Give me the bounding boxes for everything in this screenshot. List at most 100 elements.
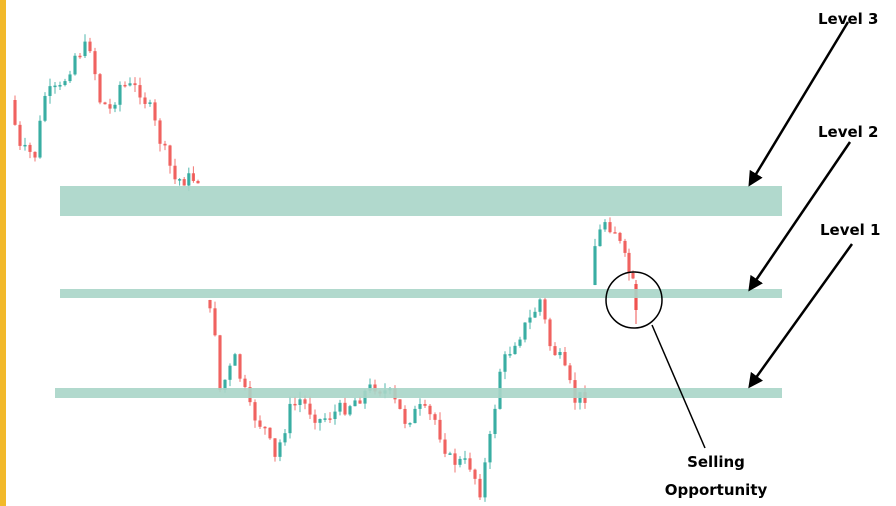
- candle: [627, 252, 631, 274]
- candle: [443, 439, 447, 454]
- candle: [448, 453, 452, 455]
- candle: [398, 399, 402, 409]
- candle: [558, 352, 562, 356]
- pointer-line: [651, 324, 706, 449]
- candle: [18, 124, 22, 146]
- level3-band: [60, 186, 782, 216]
- candles: [13, 34, 638, 502]
- candle: [138, 85, 142, 98]
- candle: [323, 418, 327, 420]
- candle: [228, 365, 232, 380]
- candle: [333, 411, 337, 420]
- level1-band: [55, 388, 782, 398]
- candle: [313, 414, 317, 423]
- candle: [403, 408, 407, 424]
- candle: [118, 84, 122, 105]
- level3-label: Level 3: [818, 10, 878, 28]
- candle: [191, 173, 195, 181]
- candle: [368, 384, 372, 391]
- candle: [128, 83, 132, 86]
- candle: [93, 51, 97, 75]
- level1-label: Level 1: [820, 221, 880, 239]
- candle: [493, 408, 497, 434]
- candle: [308, 403, 312, 415]
- candle: [468, 458, 472, 470]
- candle: [68, 74, 72, 82]
- arrow-level1: [748, 243, 854, 389]
- candle: [28, 144, 32, 152]
- candle: [553, 346, 557, 356]
- candle: [293, 403, 297, 406]
- level2-label: Level 2: [818, 123, 878, 141]
- candle: [413, 408, 417, 424]
- candle: [123, 84, 127, 87]
- candle: [488, 433, 492, 463]
- candle: [238, 354, 242, 379]
- highlight-circle: [605, 271, 663, 329]
- candle: [563, 352, 567, 366]
- candle: [103, 102, 107, 105]
- candle: [458, 458, 462, 465]
- candle: [373, 384, 377, 392]
- candle: [343, 402, 347, 415]
- annotation-line1: Selling: [687, 453, 745, 471]
- candle: [178, 179, 182, 181]
- candle: [598, 229, 602, 247]
- candle: [83, 41, 87, 57]
- candle: [268, 427, 272, 439]
- candle: [38, 120, 42, 158]
- candle: [208, 300, 212, 309]
- candle: [593, 246, 597, 285]
- candle: [483, 462, 487, 498]
- candle: [108, 104, 112, 109]
- candle: [631, 273, 635, 279]
- candle: [223, 379, 227, 390]
- candle: [543, 299, 547, 320]
- candle: [533, 311, 537, 318]
- candle: [328, 418, 332, 420]
- candle: [608, 222, 612, 233]
- candle: [148, 102, 152, 104]
- candle: [173, 165, 177, 180]
- candle: [233, 354, 237, 366]
- candle: [58, 85, 62, 87]
- candle: [538, 299, 542, 312]
- candle: [163, 143, 167, 146]
- candle: [263, 426, 267, 429]
- candle: [548, 319, 552, 347]
- candle: [273, 438, 277, 457]
- candle: [513, 345, 517, 355]
- candle: [433, 414, 437, 420]
- candle: [503, 354, 507, 372]
- candle: [53, 85, 57, 88]
- candle: [618, 232, 622, 241]
- candle: [243, 378, 247, 388]
- candle: [428, 405, 432, 415]
- candle: [153, 102, 157, 121]
- candle: [253, 402, 257, 421]
- candle: [358, 400, 362, 404]
- candle: [508, 354, 512, 356]
- candle: [158, 120, 162, 144]
- annotation-line2: Opportunity: [665, 481, 768, 499]
- candle: [438, 419, 442, 440]
- candle: [196, 180, 200, 184]
- candle: [613, 232, 617, 234]
- candle: [187, 173, 191, 186]
- side-bar: [0, 0, 6, 506]
- candle: [63, 81, 67, 86]
- candle: [603, 222, 607, 230]
- candle: [278, 442, 282, 457]
- candle: [113, 104, 117, 109]
- candle: [463, 458, 467, 460]
- candle: [338, 402, 342, 412]
- candle: [23, 144, 27, 147]
- candle: [283, 433, 287, 443]
- candle: [258, 420, 262, 427]
- candle: [478, 478, 482, 498]
- candle: [182, 179, 186, 186]
- candle: [568, 365, 572, 381]
- candle: [168, 145, 172, 166]
- candle: [418, 404, 422, 409]
